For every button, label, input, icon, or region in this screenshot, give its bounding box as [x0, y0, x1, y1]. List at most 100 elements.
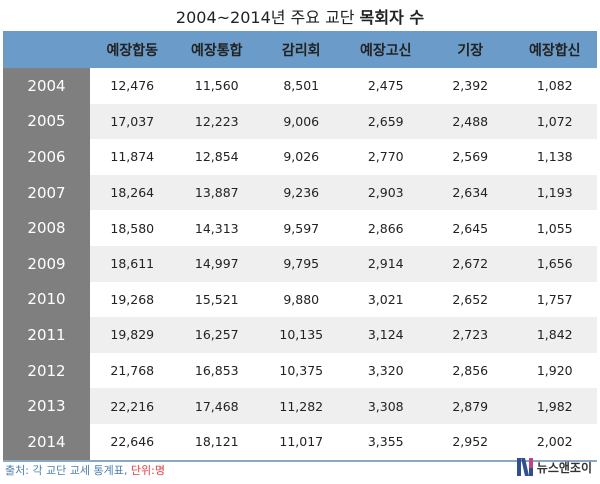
value-cell: 1,656: [512, 245, 597, 282]
value-cell: 9,006: [259, 103, 344, 140]
value-cell: 8,501: [283, 78, 320, 94]
value-cell: 2,569: [452, 149, 489, 165]
value-cell: 3,124: [343, 317, 428, 353]
value-cell: 16,853: [194, 363, 239, 379]
table-row: 2004 12,476 11,560 8,501 2,475 2,392 1,082: [3, 68, 597, 104]
year-cell: 2011: [3, 317, 90, 353]
year-cell: 2007: [3, 174, 90, 211]
table-row: 2009 18,611 14,997 9,795 2,914 2,672 1,656: [3, 245, 597, 282]
value-cell: 1,055: [536, 220, 573, 236]
value-cell: 12,476: [110, 78, 155, 94]
value-cell: 2,879: [428, 388, 513, 424]
value-cell: 2,723: [428, 317, 513, 353]
header-row: 예장합동 예장통합 감리회 예장고신 기장 예장합신: [3, 31, 597, 68]
table-row: 2007 18,264 13,887 9,236 2,903 2,634 1,193: [3, 174, 597, 211]
column-header: 예장고신: [343, 31, 428, 68]
data-table: 예장합동 예장통합 감리회 예장고신 기장 예장합신 2004 12,476 11,560 8,…: [3, 31, 597, 462]
year-cell: 2012: [3, 352, 90, 389]
value-cell: 18,121: [174, 423, 259, 462]
value-cell: 10,135: [259, 317, 344, 353]
table-row: 2006 11,874 12,854 9,026 2,770 2,569 1,138: [3, 139, 597, 175]
value-cell: 1,072: [512, 103, 597, 140]
year-cell: 2009: [3, 245, 90, 282]
column-header: 기장: [428, 31, 513, 68]
column-header: 예장합동: [90, 31, 175, 68]
value-cell: 1,982: [512, 388, 597, 424]
value-cell: 1,138: [536, 149, 573, 165]
value-cell: 18,580: [110, 220, 155, 236]
table-row: 2011 19,829 16,257 10,135 3,124 2,723 1,842: [3, 317, 597, 353]
value-cell: 2,475: [367, 78, 404, 94]
value-cell: 18,611: [90, 245, 175, 282]
value-cell: 3,308: [343, 388, 428, 424]
value-cell: 9,880: [283, 291, 320, 307]
value-cell: 18,264: [90, 174, 175, 211]
value-cell: 2,672: [428, 245, 513, 282]
title-plain: 2004~2014년 주요 교단: [175, 8, 355, 27]
value-cell: 2,914: [343, 245, 428, 282]
value-cell: 9,236: [259, 174, 344, 211]
value-cell: 14,997: [174, 245, 259, 282]
value-cell: 2,002: [512, 423, 597, 462]
source-text: 출처: 각 교단 교세 통계표,: [5, 464, 128, 477]
value-cell: 19,268: [110, 291, 155, 307]
value-cell: 9,795: [259, 245, 344, 282]
value-cell: 1,757: [536, 291, 573, 307]
unit-text: 단위:명: [130, 464, 165, 477]
value-cell: 1,193: [512, 174, 597, 211]
value-cell: 11,017: [259, 423, 344, 462]
value-cell: 2,856: [452, 363, 489, 379]
logo-text: 뉴스앤조이: [536, 460, 592, 475]
value-cell: 2,488: [428, 103, 513, 140]
value-cell: 21,768: [110, 363, 155, 379]
source-note: 출처: 각 교단 교세 통계표, 단위:명: [5, 462, 165, 478]
year-cell: 2013: [3, 388, 90, 424]
value-cell: 11,282: [259, 388, 344, 424]
value-cell: 1,842: [512, 317, 597, 353]
value-cell: 2,866: [367, 220, 404, 236]
value-cell: 19,829: [90, 317, 175, 353]
logo-n-icon: [516, 458, 533, 476]
year-cell: 2014: [3, 423, 90, 462]
value-cell: 11,874: [110, 149, 155, 165]
table-row: 2012 21,768 16,853 10,375 3,320 2,856 1,920: [3, 352, 597, 389]
logo: 뉴스앤조이: [516, 458, 592, 476]
value-cell: 14,313: [194, 220, 239, 236]
table-row: 2008 18,580 14,313 9,597 2,866 2,645 1,055: [3, 210, 597, 246]
value-cell: 12,223: [174, 103, 259, 140]
value-cell: 13,887: [174, 174, 259, 211]
value-cell: 2,652: [452, 291, 489, 307]
value-cell: 2,952: [428, 423, 513, 462]
column-header: 예장합신: [512, 31, 597, 68]
value-cell: 2,392: [452, 78, 489, 94]
year-cell: 2004: [3, 68, 90, 104]
chart-title: 2004~2014년 주요 교단 목회자 수: [0, 4, 600, 28]
column-header: 예장통합: [174, 31, 259, 68]
value-cell: 2,903: [343, 174, 428, 211]
value-cell: 17,037: [90, 103, 175, 140]
value-cell: 2,645: [452, 220, 489, 236]
year-cell: 2008: [3, 210, 90, 246]
value-cell: 1,920: [536, 363, 573, 379]
value-cell: 17,468: [174, 388, 259, 424]
table-row: 2013 22,216 17,468 11,282 3,308 2,879 1,982: [3, 388, 597, 424]
year-cell: 2005: [3, 103, 90, 140]
value-cell: 2,634: [428, 174, 513, 211]
value-cell: 2,770: [367, 149, 404, 165]
title-bold: 목회자 수: [359, 8, 425, 27]
column-header: 감리회: [259, 31, 344, 68]
value-cell: 10,375: [279, 363, 324, 379]
table-row: 2014 22,646 18,121 11,017 3,355 2,952 2,002: [3, 423, 597, 462]
value-cell: 16,257: [174, 317, 259, 353]
value-cell: 3,021: [367, 291, 404, 307]
value-cell: 12,854: [194, 149, 239, 165]
value-cell: 22,216: [90, 388, 175, 424]
value-cell: 3,320: [367, 363, 404, 379]
value-cell: 2,659: [343, 103, 428, 140]
table-row: 2005 17,037 12,223 9,006 2,659 2,488 1,072: [3, 103, 597, 140]
value-cell: 9,597: [283, 220, 320, 236]
value-cell: 15,521: [194, 291, 239, 307]
year-cell: 2006: [3, 139, 90, 175]
value-cell: 1,082: [536, 78, 573, 94]
table-row: 2010 19,268 15,521 9,880 3,021 2,652 1,757: [3, 281, 597, 318]
